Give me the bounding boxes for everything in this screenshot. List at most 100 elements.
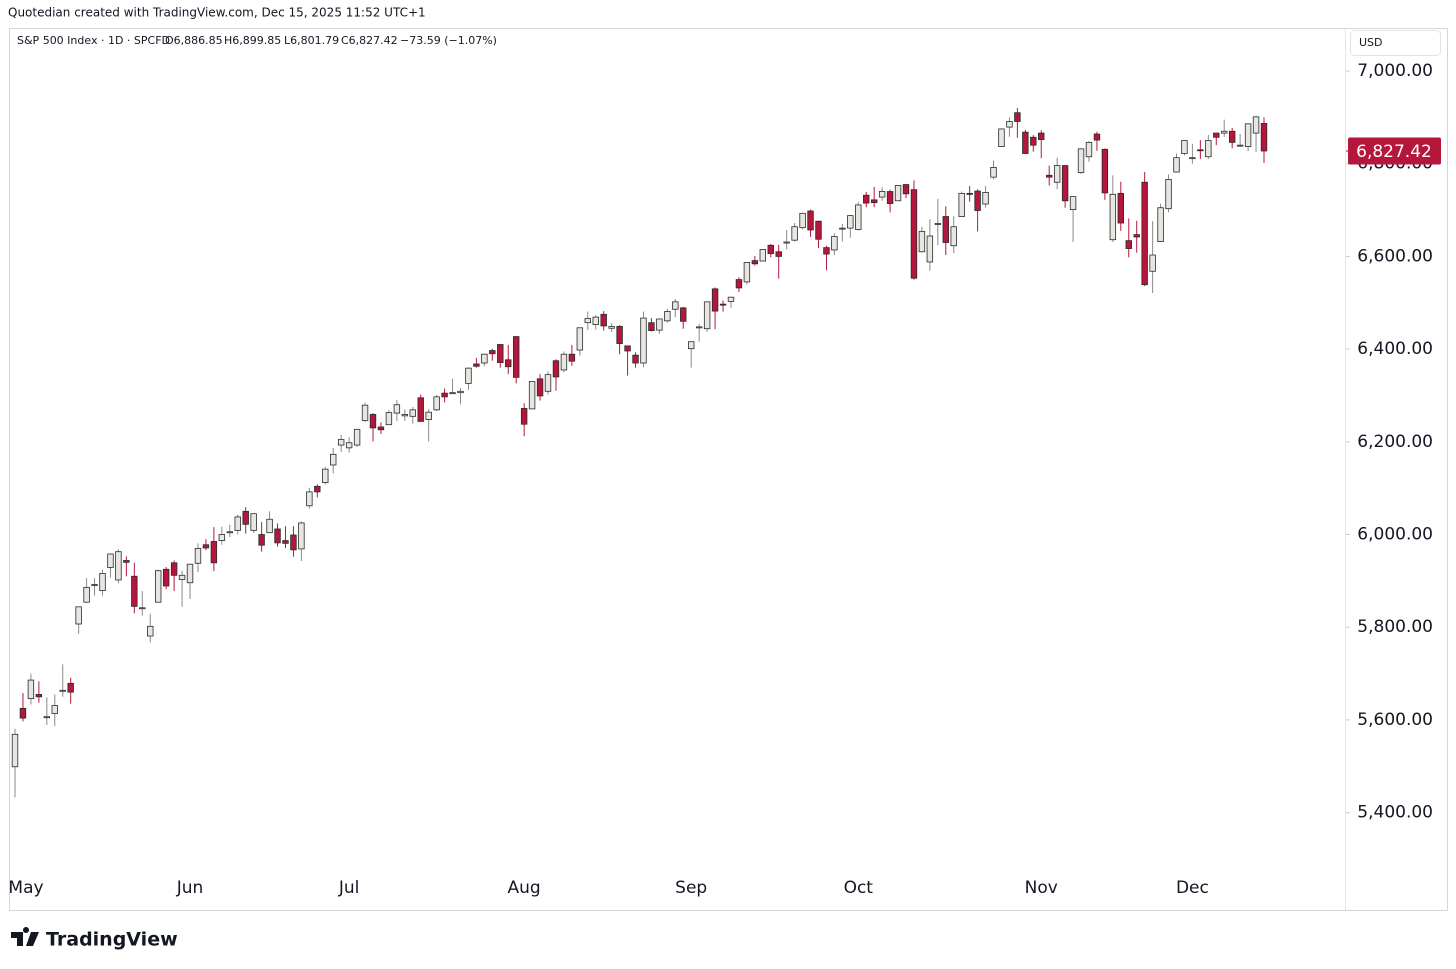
candle-body bbox=[51, 705, 58, 714]
candle-body bbox=[616, 326, 623, 344]
candle-body bbox=[1149, 254, 1156, 272]
candle-body bbox=[886, 191, 894, 204]
x-tick-label: Dec bbox=[1176, 878, 1209, 898]
x-tick-label: Sep bbox=[675, 878, 707, 898]
y-tick-label: 6,000.00 bbox=[1357, 525, 1433, 545]
candle-body bbox=[99, 573, 106, 592]
candle-body bbox=[600, 313, 607, 327]
candle-body bbox=[1165, 179, 1172, 210]
candle-body bbox=[457, 390, 464, 394]
x-tick-label: Jul bbox=[338, 878, 360, 898]
candle-body bbox=[1077, 148, 1085, 173]
last-price-box bbox=[1348, 137, 1441, 165]
candle-body bbox=[1260, 123, 1268, 152]
candle-body bbox=[202, 544, 210, 549]
candle-body bbox=[1109, 193, 1117, 241]
candle-body bbox=[210, 541, 218, 564]
candle-body bbox=[306, 491, 313, 507]
change-label: −73.59 (−1.07%) bbox=[400, 34, 497, 47]
candle-body bbox=[902, 184, 910, 195]
candle-body bbox=[353, 428, 361, 446]
candle-body bbox=[1197, 149, 1204, 152]
candle-body bbox=[369, 414, 377, 429]
y-tick-label: 6,200.00 bbox=[1357, 432, 1433, 452]
brand-logo: TradingView bbox=[11, 926, 178, 951]
candle-body bbox=[67, 682, 74, 693]
candle-body bbox=[505, 359, 512, 368]
candle-body bbox=[719, 303, 727, 306]
candle-body bbox=[1133, 234, 1140, 238]
candle-body bbox=[942, 216, 949, 243]
y-tick-label: 6,600.00 bbox=[1357, 246, 1433, 266]
candle-body bbox=[1205, 140, 1212, 158]
candle-body bbox=[186, 563, 194, 584]
candle-body bbox=[19, 707, 27, 719]
y-tick-label: 6,400.00 bbox=[1357, 339, 1433, 359]
candle-body bbox=[131, 575, 138, 607]
open-label: O6,886.85 bbox=[165, 34, 223, 47]
candle-body bbox=[982, 192, 989, 205]
chart-frame bbox=[9, 28, 1448, 911]
attribution: Quotedian created with TradingView.com, … bbox=[8, 6, 426, 20]
candle-body bbox=[934, 223, 942, 225]
candle-body bbox=[250, 513, 257, 531]
candle-body bbox=[823, 247, 830, 255]
candle-body bbox=[664, 311, 671, 322]
candle-body bbox=[894, 185, 902, 202]
candle-body bbox=[1189, 157, 1196, 160]
candle-body bbox=[497, 344, 504, 363]
candle-body bbox=[878, 191, 886, 198]
candle-body bbox=[433, 396, 440, 411]
candle-body bbox=[767, 244, 774, 255]
candle-body bbox=[1125, 240, 1132, 249]
candle-body bbox=[441, 392, 448, 398]
candle-body bbox=[473, 363, 480, 367]
candle-body bbox=[855, 204, 862, 230]
candle-body bbox=[751, 260, 759, 265]
candle-body bbox=[783, 241, 790, 244]
candle-body bbox=[680, 307, 687, 322]
candle-body bbox=[1213, 132, 1220, 138]
candle-body bbox=[576, 327, 584, 351]
candle-body bbox=[520, 408, 528, 425]
candle-body bbox=[1093, 133, 1101, 141]
currency[interactable]: USD bbox=[1359, 36, 1383, 49]
candle-body bbox=[966, 192, 973, 195]
candle-body bbox=[528, 381, 536, 410]
candle-body bbox=[1006, 121, 1013, 128]
candle-body bbox=[1181, 140, 1188, 154]
candle-body bbox=[910, 189, 918, 279]
candle-body bbox=[1085, 141, 1093, 158]
candle-body bbox=[147, 625, 154, 637]
candle-body bbox=[258, 534, 265, 546]
candle-body bbox=[154, 570, 162, 603]
candle-body bbox=[401, 414, 409, 417]
candle-body bbox=[608, 326, 615, 329]
candle-body bbox=[385, 412, 393, 426]
brand: TradingView bbox=[46, 929, 178, 951]
candle-body bbox=[839, 227, 846, 230]
currency-button[interactable] bbox=[1350, 30, 1441, 56]
candle-body bbox=[807, 210, 814, 231]
candle-body bbox=[345, 442, 353, 449]
candle-body bbox=[11, 733, 19, 768]
candle-body bbox=[870, 199, 878, 204]
candle-body bbox=[536, 378, 544, 397]
candle-body bbox=[552, 360, 560, 378]
candle-body bbox=[831, 236, 838, 251]
candle-body bbox=[1022, 131, 1029, 154]
candle-body bbox=[1228, 130, 1236, 143]
candle-body bbox=[282, 540, 289, 544]
close-label: C6,827.42 bbox=[341, 34, 398, 47]
y-tick-label: 5,600.00 bbox=[1357, 710, 1433, 730]
candle-body bbox=[544, 374, 552, 392]
candle-body bbox=[298, 522, 305, 550]
candle-body bbox=[234, 516, 241, 531]
candle-body bbox=[648, 322, 655, 331]
candle-body bbox=[417, 397, 424, 422]
candle-body bbox=[672, 301, 679, 310]
candle-body bbox=[75, 606, 82, 625]
candle-body bbox=[1053, 165, 1061, 183]
candle-body bbox=[377, 426, 385, 431]
